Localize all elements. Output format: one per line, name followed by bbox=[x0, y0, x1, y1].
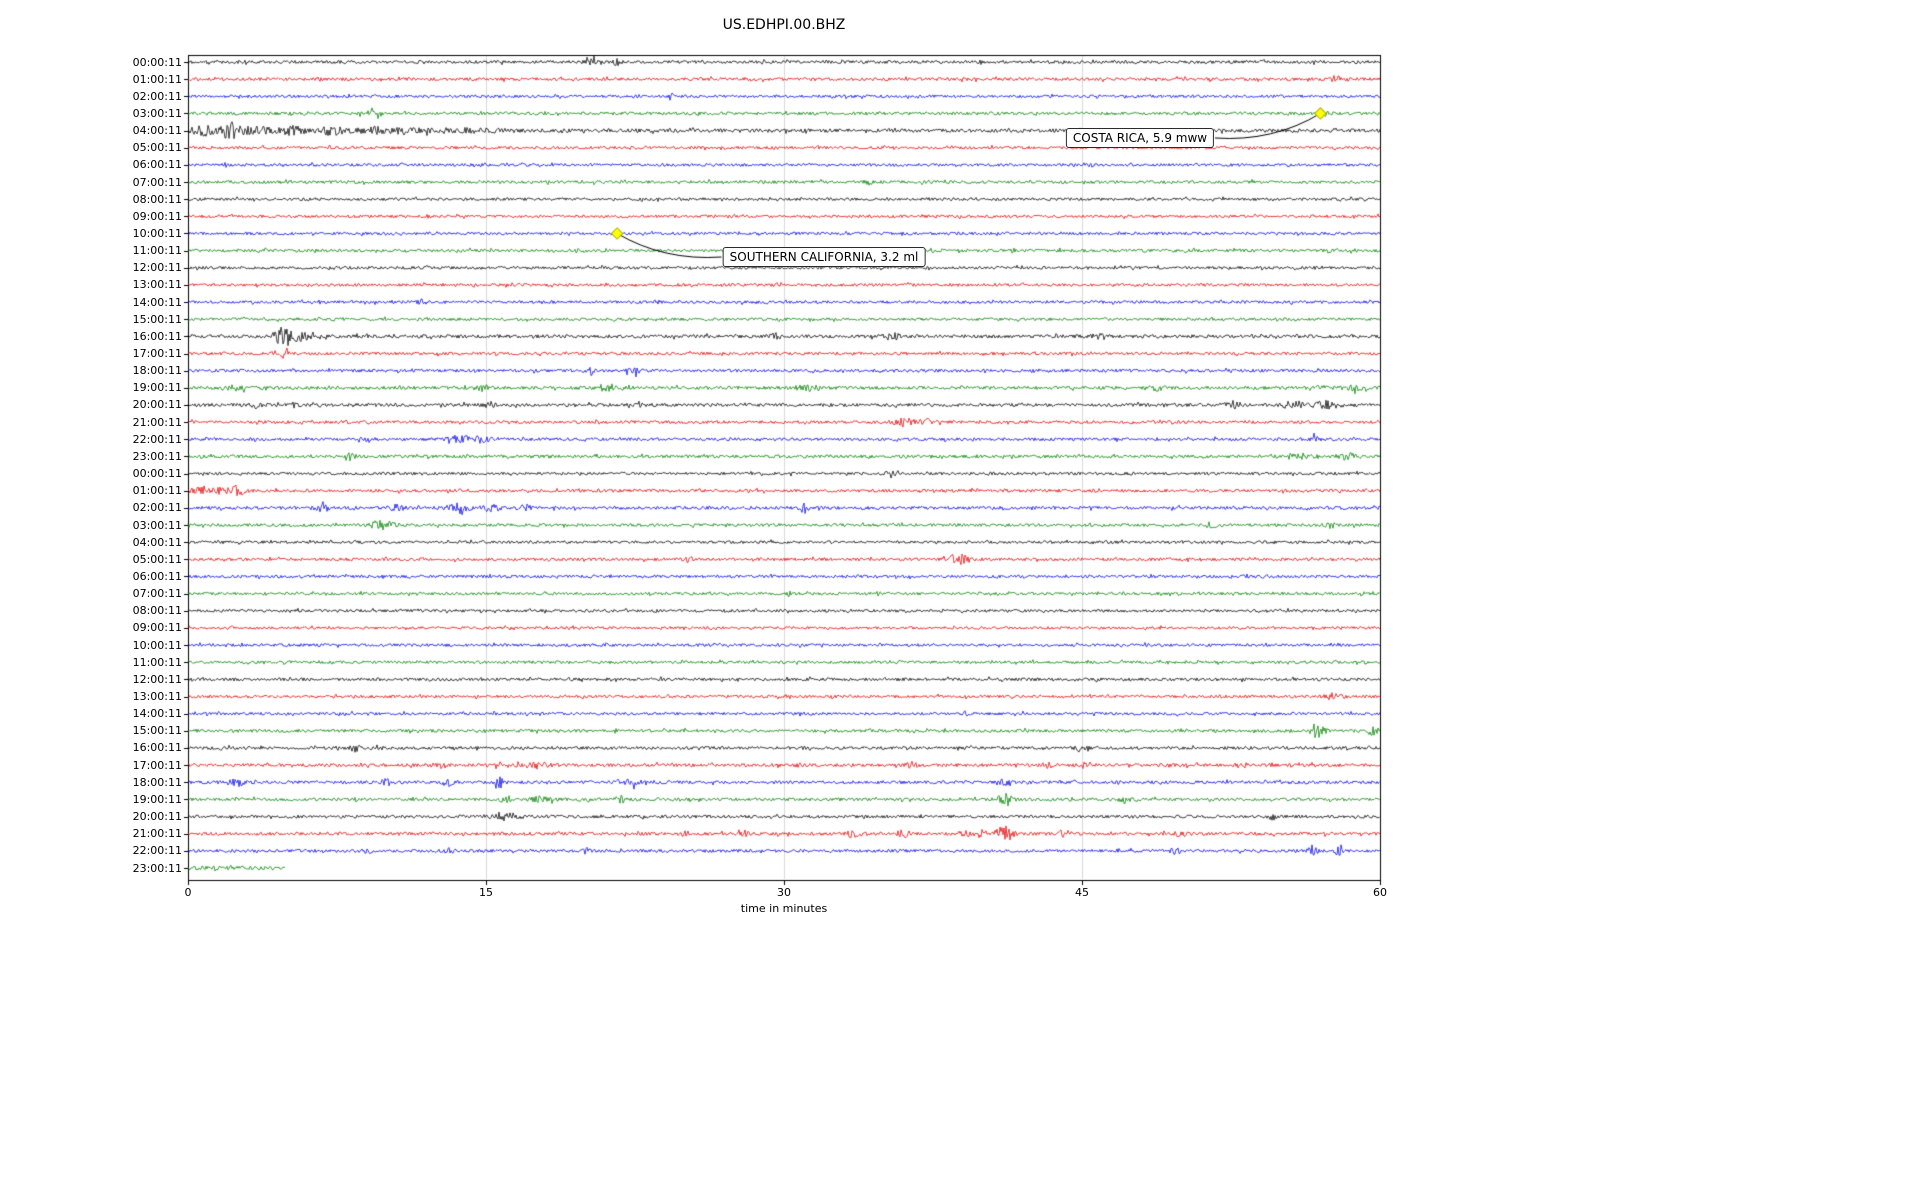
x-tick-label: 45 bbox=[1075, 886, 1089, 899]
row-label: 09:00:11 bbox=[132, 209, 182, 223]
row-label: 16:00:11 bbox=[132, 329, 182, 343]
row-label: 07:00:11 bbox=[132, 587, 182, 601]
row-label: 20:00:11 bbox=[132, 810, 182, 824]
row-label: 01:00:11 bbox=[132, 72, 182, 86]
row-label: 10:00:11 bbox=[132, 638, 182, 652]
row-label: 03:00:11 bbox=[132, 518, 182, 532]
row-label: 23:00:11 bbox=[132, 861, 182, 875]
row-label: 08:00:11 bbox=[132, 192, 182, 206]
row-label: 06:00:11 bbox=[132, 158, 182, 172]
row-label: 15:00:11 bbox=[132, 724, 182, 738]
x-tick-label: 15 bbox=[479, 886, 493, 899]
row-label: 19:00:11 bbox=[132, 381, 182, 395]
row-label: 05:00:11 bbox=[132, 552, 182, 566]
annotation-costa-rica-label: COSTA RICA, 5.9 mww bbox=[1065, 128, 1215, 148]
row-label: 06:00:11 bbox=[132, 569, 182, 583]
row-label: 17:00:11 bbox=[132, 758, 182, 772]
x-tick-label: 0 bbox=[184, 886, 192, 899]
chart-title: US.EDHPI.00.BHZ bbox=[722, 17, 846, 33]
row-label: 17:00:11 bbox=[132, 347, 182, 361]
row-label: 14:00:11 bbox=[132, 707, 182, 721]
row-label: 10:00:11 bbox=[132, 226, 182, 240]
row-label: 19:00:11 bbox=[132, 792, 182, 806]
row-label: 08:00:11 bbox=[132, 604, 182, 618]
row-label: 13:00:11 bbox=[132, 690, 182, 703]
row-label: 20:00:11 bbox=[132, 398, 182, 412]
row-label: 22:00:11 bbox=[132, 844, 182, 858]
row-label: 00:00:11 bbox=[132, 467, 182, 481]
row-label: 04:00:11 bbox=[132, 124, 182, 138]
x-tick-label: 60 bbox=[1373, 886, 1387, 899]
row-label: 12:00:11 bbox=[132, 261, 182, 275]
row-label: 04:00:11 bbox=[132, 535, 182, 549]
row-label: 16:00:11 bbox=[132, 741, 182, 755]
annotation-southern-california-label: SOUTHERN CALIFORNIA, 3.2 ml bbox=[722, 247, 926, 267]
row-label: 18:00:11 bbox=[132, 775, 182, 789]
row-label: 21:00:11 bbox=[132, 415, 182, 429]
x-tick-label: 30 bbox=[777, 886, 791, 899]
row-label: 13:00:11 bbox=[132, 278, 182, 292]
row-label: 00:00:11 bbox=[132, 55, 182, 69]
x-axis-label: time in minutes bbox=[740, 902, 828, 915]
row-label: 11:00:11 bbox=[132, 244, 182, 258]
row-label: 01:00:11 bbox=[132, 484, 182, 498]
row-label: 12:00:11 bbox=[132, 672, 182, 686]
row-label: 02:00:11 bbox=[132, 89, 182, 103]
row-label: 14:00:11 bbox=[132, 295, 182, 309]
row-label: 22:00:11 bbox=[132, 432, 182, 446]
row-label: 11:00:11 bbox=[132, 655, 182, 669]
row-label: 23:00:11 bbox=[132, 449, 182, 463]
row-label: 09:00:11 bbox=[132, 621, 182, 635]
row-label: 02:00:11 bbox=[132, 501, 182, 515]
row-label: 21:00:11 bbox=[132, 827, 182, 841]
row-label: 15:00:11 bbox=[132, 312, 182, 326]
row-label: 05:00:11 bbox=[132, 141, 182, 155]
row-label: 07:00:11 bbox=[132, 175, 182, 189]
row-label: 18:00:11 bbox=[132, 364, 182, 378]
row-label: 03:00:11 bbox=[132, 106, 182, 120]
